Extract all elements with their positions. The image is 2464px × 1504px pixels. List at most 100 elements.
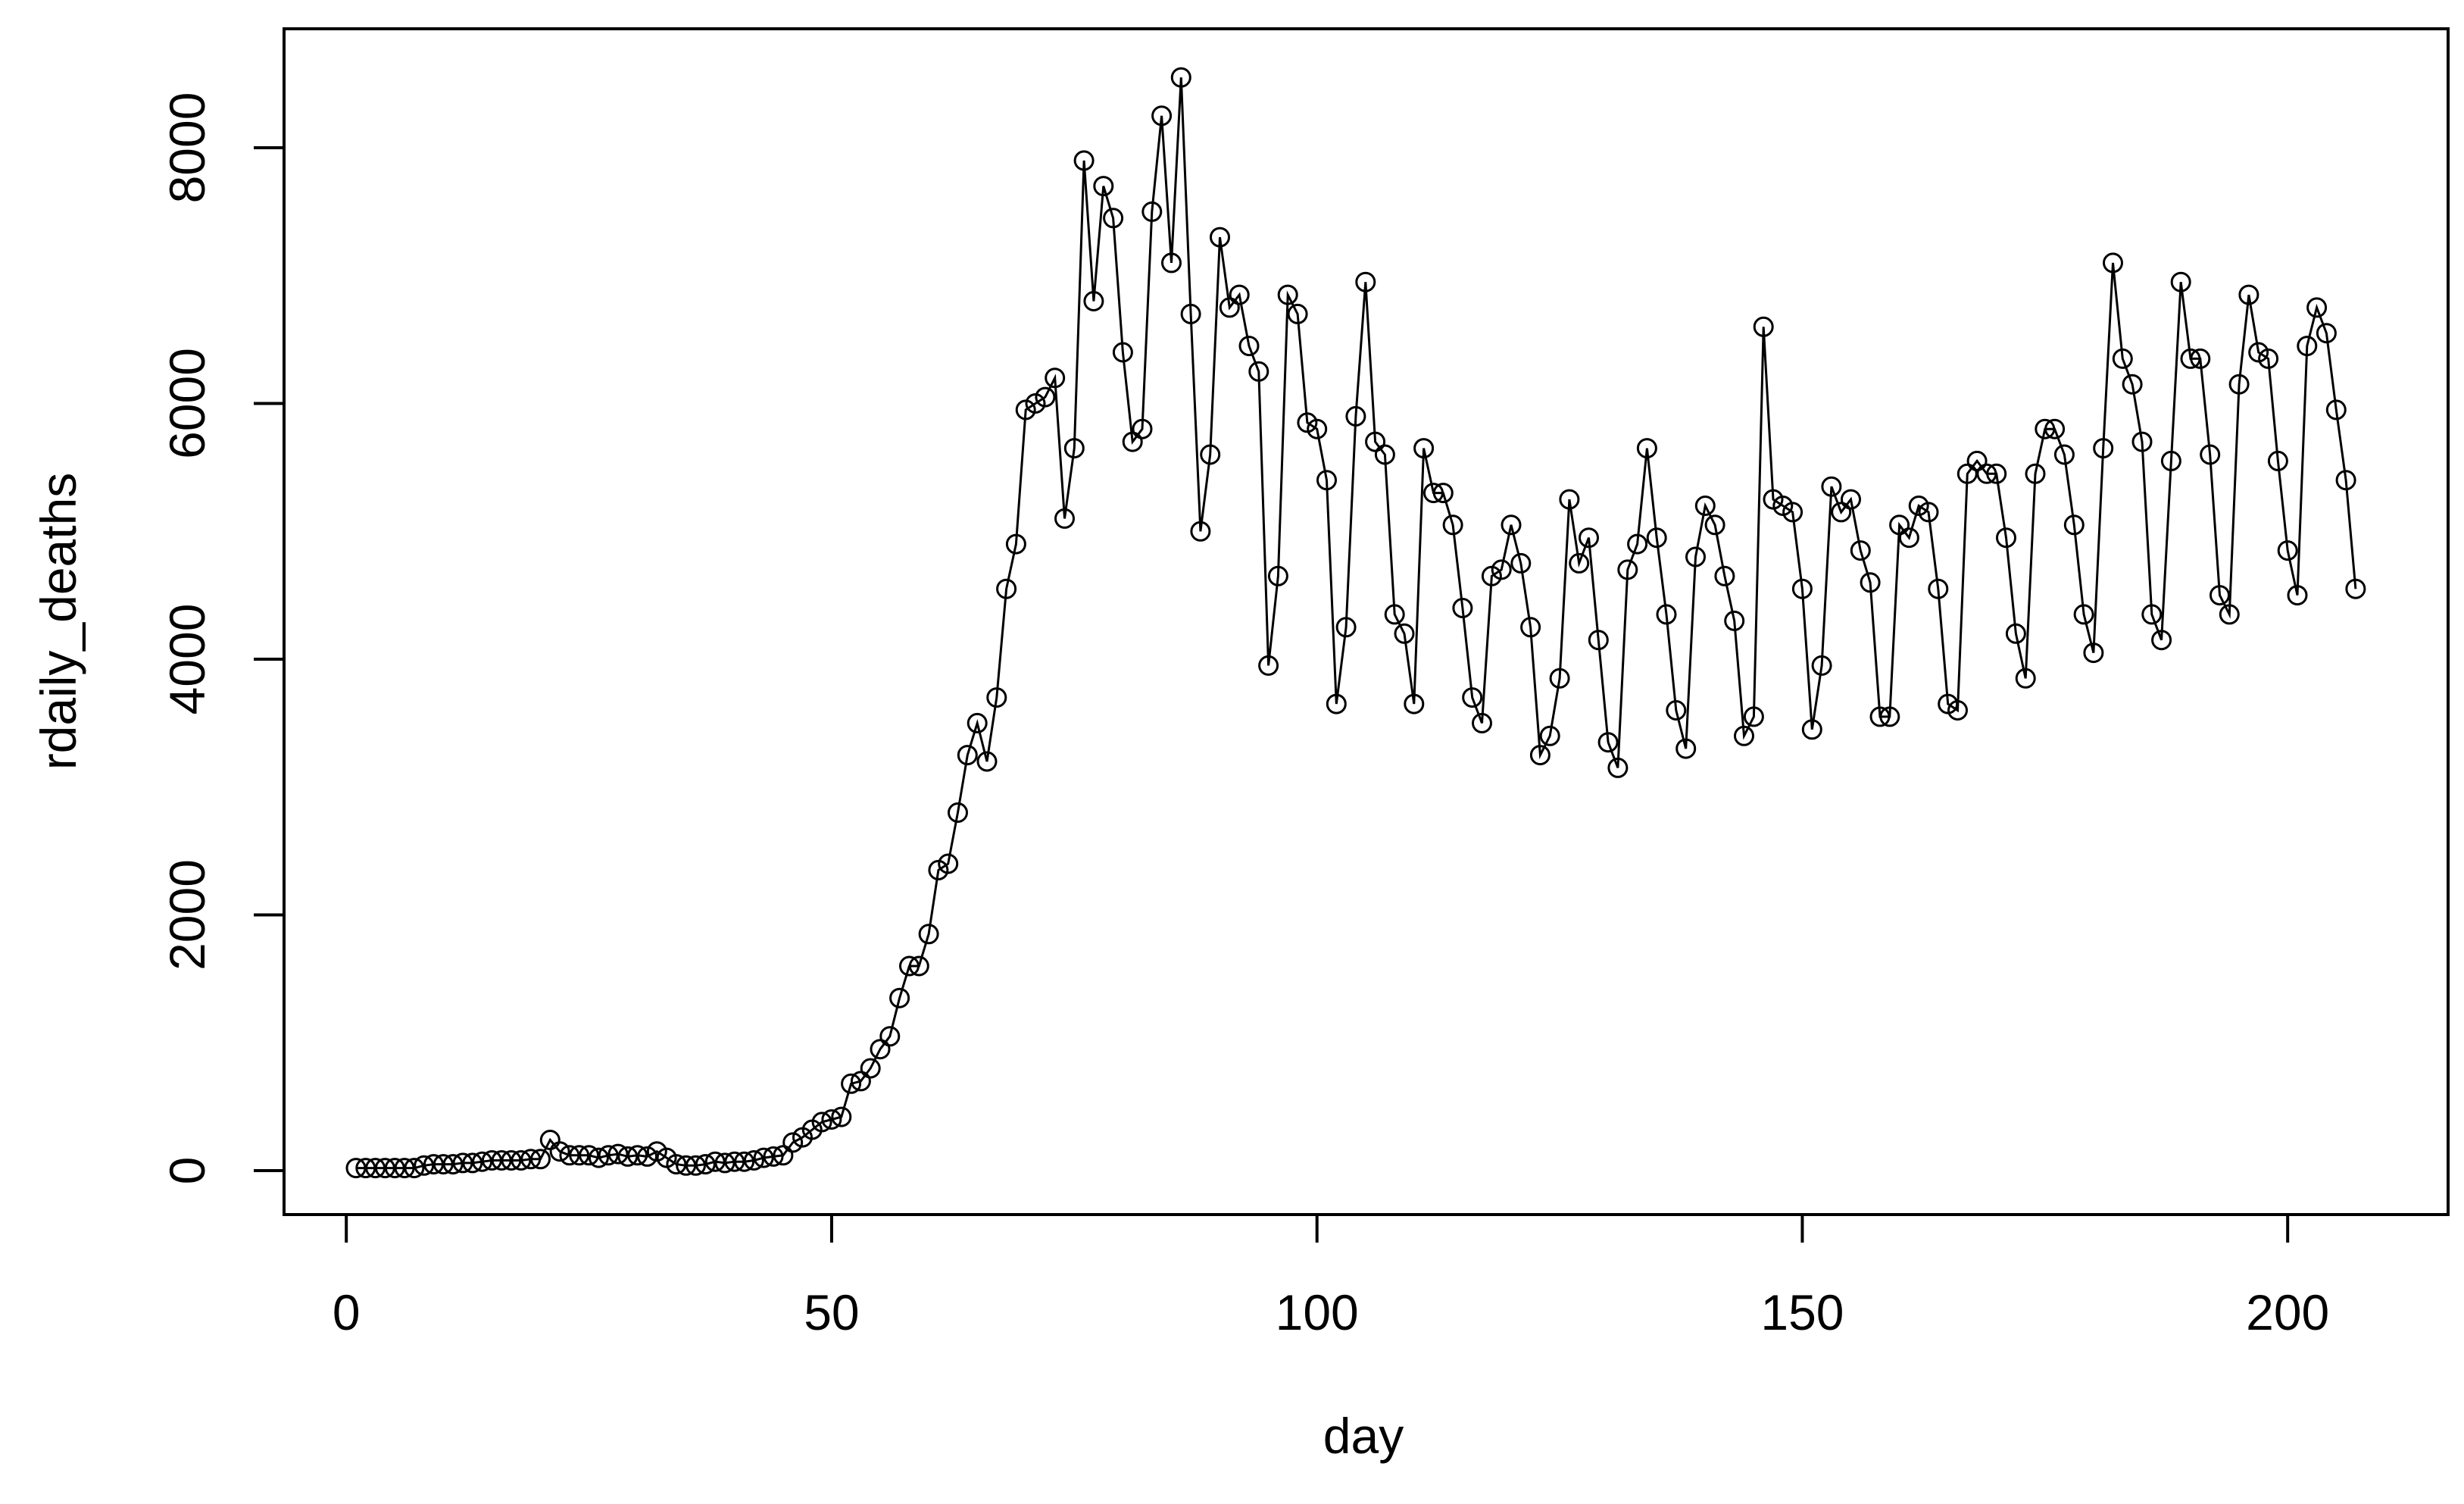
data-point [637, 1146, 657, 1167]
data-point [1335, 617, 1357, 638]
data-point [2073, 604, 2094, 625]
data-point [1957, 463, 1978, 484]
data-point [1627, 533, 1648, 555]
data-point [860, 1058, 881, 1079]
data-point [1005, 533, 1026, 555]
data-point [1093, 176, 1114, 197]
data-point [1743, 706, 1764, 727]
data-point [1675, 738, 1697, 759]
data-point [2053, 444, 2075, 465]
data-point [2325, 399, 2347, 421]
data-point [1374, 444, 1395, 465]
data-point [1307, 418, 1328, 439]
data-point [1238, 336, 1260, 357]
y-tick-label: 4000 [159, 604, 215, 715]
data-point [1054, 508, 1075, 529]
x-tick-label: 100 [1276, 1284, 1359, 1340]
data-point [627, 1145, 648, 1166]
data-point [394, 1158, 415, 1179]
data-point [588, 1147, 609, 1168]
data-point [2131, 431, 2153, 452]
data-point [1520, 617, 1541, 638]
data-point [462, 1152, 483, 1174]
data-point [1413, 438, 1435, 459]
data-point [520, 1149, 542, 1170]
data-point [841, 1073, 862, 1094]
data-point [481, 1150, 502, 1171]
data-point [1685, 546, 1706, 568]
data-point [734, 1151, 755, 1172]
data-point [1452, 598, 1473, 618]
data-point [1559, 489, 1580, 510]
data-point [918, 924, 939, 945]
data-point [704, 1151, 726, 1172]
data-point [472, 1151, 493, 1172]
data-point [1190, 521, 1211, 542]
data-point [2287, 585, 2308, 606]
data-point [1083, 291, 1104, 311]
data-point [607, 1143, 629, 1165]
data-point [355, 1158, 376, 1179]
data-point [404, 1158, 425, 1179]
data-point [1510, 552, 1532, 574]
data-point [685, 1155, 706, 1176]
data-point [1841, 489, 1861, 510]
y-tick-label: 8000 [159, 92, 215, 204]
data-point [1277, 284, 1298, 305]
data-point [1200, 444, 1221, 465]
data-point [2297, 336, 2318, 357]
data-point [2238, 284, 2259, 305]
data-point [967, 712, 988, 733]
data-point [724, 1151, 745, 1172]
data-point [831, 1106, 852, 1127]
data-point [1462, 687, 1483, 708]
data-point [763, 1146, 784, 1167]
data-point [1986, 463, 2007, 484]
data-point [1791, 578, 1813, 599]
data-point [1103, 208, 1124, 229]
data-point [676, 1155, 697, 1176]
data-point [1617, 559, 1638, 580]
data-point [1258, 655, 1279, 676]
data-point [986, 687, 1007, 708]
data-point [2160, 450, 2181, 471]
data-point [850, 1071, 871, 1092]
data-point [2103, 252, 2123, 274]
data-point [1432, 483, 1454, 504]
data-point [1714, 565, 1735, 586]
data-point [1539, 725, 1560, 746]
data-point [2112, 348, 2133, 369]
data-point [1316, 470, 1337, 491]
data-point [976, 751, 998, 772]
data-point [1704, 514, 1725, 536]
y-tick-label: 2000 [159, 859, 215, 971]
data-point [1996, 527, 2016, 549]
data-point [598, 1145, 619, 1166]
data-point [1180, 303, 1201, 324]
y-axis-label: rdaily_deaths [30, 473, 86, 771]
data-point [1394, 623, 1415, 644]
data-point [2306, 297, 2328, 318]
data-point [695, 1154, 716, 1175]
data-point [811, 1112, 832, 1133]
data-point [365, 1158, 386, 1179]
data-point [2258, 348, 2279, 369]
data-point [2190, 348, 2211, 369]
data-point [1850, 540, 1871, 561]
data-point [2063, 514, 2085, 536]
data-point [569, 1145, 590, 1166]
data-point [1248, 361, 1269, 382]
data-point [2005, 623, 2026, 644]
data-point [1656, 604, 1677, 625]
x-axis: 0 50 100 150 200 [333, 1213, 2329, 1340]
data-point [1073, 150, 1095, 171]
data-point [617, 1146, 639, 1167]
data-series [345, 67, 2366, 1179]
data-point [1753, 316, 1774, 337]
data-point [2219, 604, 2240, 625]
data-point [2200, 444, 2221, 465]
data-point [908, 955, 929, 977]
data-point [957, 745, 978, 766]
data-point [1345, 405, 1366, 427]
data-point [1898, 527, 1919, 549]
